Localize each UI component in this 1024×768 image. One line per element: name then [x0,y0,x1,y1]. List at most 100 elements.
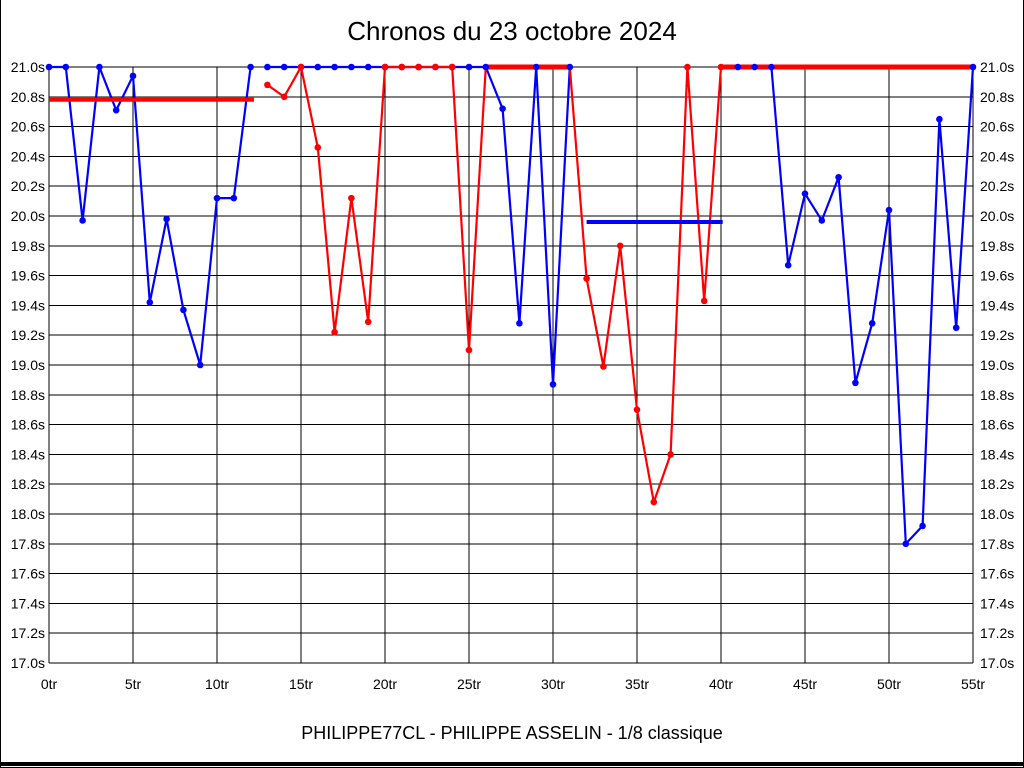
red-data-point [650,498,658,506]
blue-data-point [230,194,238,202]
y-axis-label-right: 18.0s [980,506,1014,522]
blue-data-point [264,63,271,71]
x-axis-label: 5tr [125,676,142,692]
red-data-point [600,363,607,370]
y-axis-label-right: 19.0s [980,357,1014,373]
y-axis-label-left: 18.8s [11,387,45,403]
y-axis-label-left: 18.2s [11,476,45,492]
blue-data-point [163,215,170,223]
y-axis-label-left: 19.8s [11,238,45,254]
blue-series-line [266,65,571,386]
red-series-line [266,65,471,352]
y-axis-label-right: 19.8s [980,238,1014,254]
y-axis-label-right: 19.6s [980,268,1014,284]
red-data-point [331,328,338,336]
blue-data-point [885,206,893,214]
red-data-point [364,318,372,326]
y-axis-label-left: 18.4s [11,446,45,462]
y-axis-label-right: 18.8s [980,387,1014,403]
red-series-line [467,65,487,352]
y-axis-label-right: 20.8s [980,89,1014,105]
red-data-point [684,63,691,71]
x-axis-label: 20tr [373,676,397,692]
y-axis-label-left: 18.0s [11,506,45,522]
blue-data-point [45,63,53,71]
y-axis-label-right: 18.6s [980,417,1014,433]
y-axis-label-left: 18.6s [11,417,45,433]
y-axis-label-right: 18.2s [980,476,1014,492]
y-axis-label-left: 17.2s [11,625,45,641]
blue-data-point [566,63,574,71]
red-data-point [583,275,590,282]
x-axis-label: 25tr [457,676,481,692]
driver-footer-label: PHILIPPE77CL - PHILIPPE ASSELIN - 1/8 cl… [301,723,723,743]
blue-data-point [180,306,187,314]
blue-data-point [247,63,254,71]
y-axis-label-right: 19.2s [980,327,1014,343]
blue-data-point [465,63,473,71]
y-axis-label-right: 20.6s [980,119,1014,135]
red-data-point [667,451,674,458]
blue-data-point [213,194,221,202]
y-axis-label-right: 17.2s [980,625,1014,641]
blue-data-point [936,115,943,123]
blue-data-point [62,63,70,71]
blue-data-point [348,63,355,71]
blue-data-point [79,217,86,224]
blue-data-point [734,63,742,71]
y-axis-label-right: 17.4s [980,595,1014,611]
blue-data-point [818,217,826,224]
blue-data-point [969,63,977,71]
y-axis-label-left: 17.8s [11,536,45,552]
x-axis-label: 15tr [289,676,313,692]
red-data-point [717,63,725,71]
y-axis-label-left: 19.2s [11,327,45,343]
y-axis-label-right: 20.0s [980,208,1014,224]
y-axis-label-right: 20.2s [980,178,1014,194]
blue-data-point [331,63,338,71]
red-data-point [348,194,355,202]
x-axis-label: 35tr [625,676,649,692]
y-axis-label-left: 21.0s [11,59,45,75]
blue-data-point [835,173,842,181]
x-axis-label: 10tr [205,676,229,692]
red-data-point [448,63,456,71]
blue-data-point [768,63,775,71]
blue-data-point [482,63,490,71]
blue-data-point [516,319,523,327]
red-series-line [568,65,588,280]
x-axis-label: 0tr [41,676,58,692]
blue-data-point [868,319,876,327]
y-axis-label-right: 17.6s [980,566,1014,582]
blue-data-point [952,324,960,332]
blue-data-point [280,63,288,71]
y-axis-label-right: 21.0s [980,59,1014,75]
blue-data-point [532,63,540,71]
blue-data-point [499,105,506,113]
y-axis-label-left: 20.0s [11,208,45,224]
y-axis-label-left: 20.2s [11,178,45,194]
red-data-point [398,63,406,71]
blue-data-point [902,540,910,548]
red-data-point [465,346,473,354]
blue-data-point [751,63,758,71]
y-axis-label-left: 20.8s [11,89,45,105]
chart-title: Chronos du 23 octobre 2024 [347,16,677,46]
red-data-point [314,144,322,151]
red-data-point [280,93,288,101]
y-axis-label-right: 20.4s [980,148,1014,164]
red-series-line [585,65,723,504]
blue-data-point [784,261,792,269]
y-axis-label-right: 17.0s [980,655,1014,671]
y-axis-label-left: 17.6s [11,566,45,582]
bottom-bar [1,762,1023,766]
red-data-point [432,63,439,71]
blue-data-point [129,72,137,80]
blue-data-point [96,63,103,71]
blue-data-point [314,63,322,71]
y-axis-label-left: 19.6s [11,268,45,284]
x-axis-label: 50tr [877,676,901,692]
blue-data-point [549,381,557,388]
